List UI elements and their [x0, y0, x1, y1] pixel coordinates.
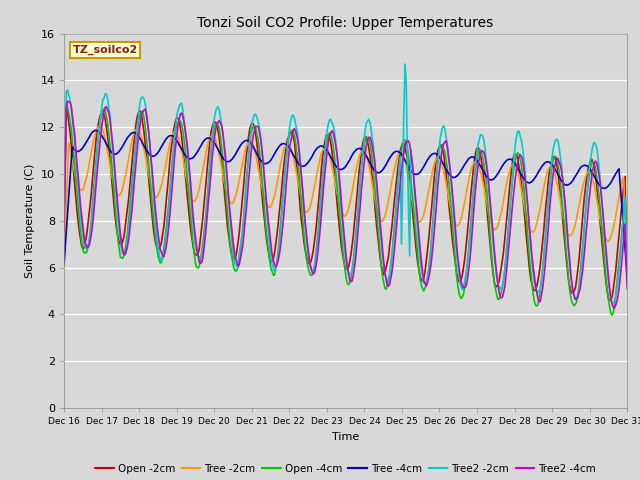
- Y-axis label: Soil Temperature (C): Soil Temperature (C): [26, 164, 35, 278]
- Title: Tonzi Soil CO2 Profile: Upper Temperatures: Tonzi Soil CO2 Profile: Upper Temperatur…: [198, 16, 493, 30]
- X-axis label: Time: Time: [332, 432, 359, 442]
- Text: TZ_soilco2: TZ_soilco2: [72, 45, 138, 55]
- Legend: Open -2cm, Tree -2cm, Open -4cm, Tree -4cm, Tree2 -2cm, Tree2 -4cm: Open -2cm, Tree -2cm, Open -4cm, Tree -4…: [91, 459, 600, 478]
